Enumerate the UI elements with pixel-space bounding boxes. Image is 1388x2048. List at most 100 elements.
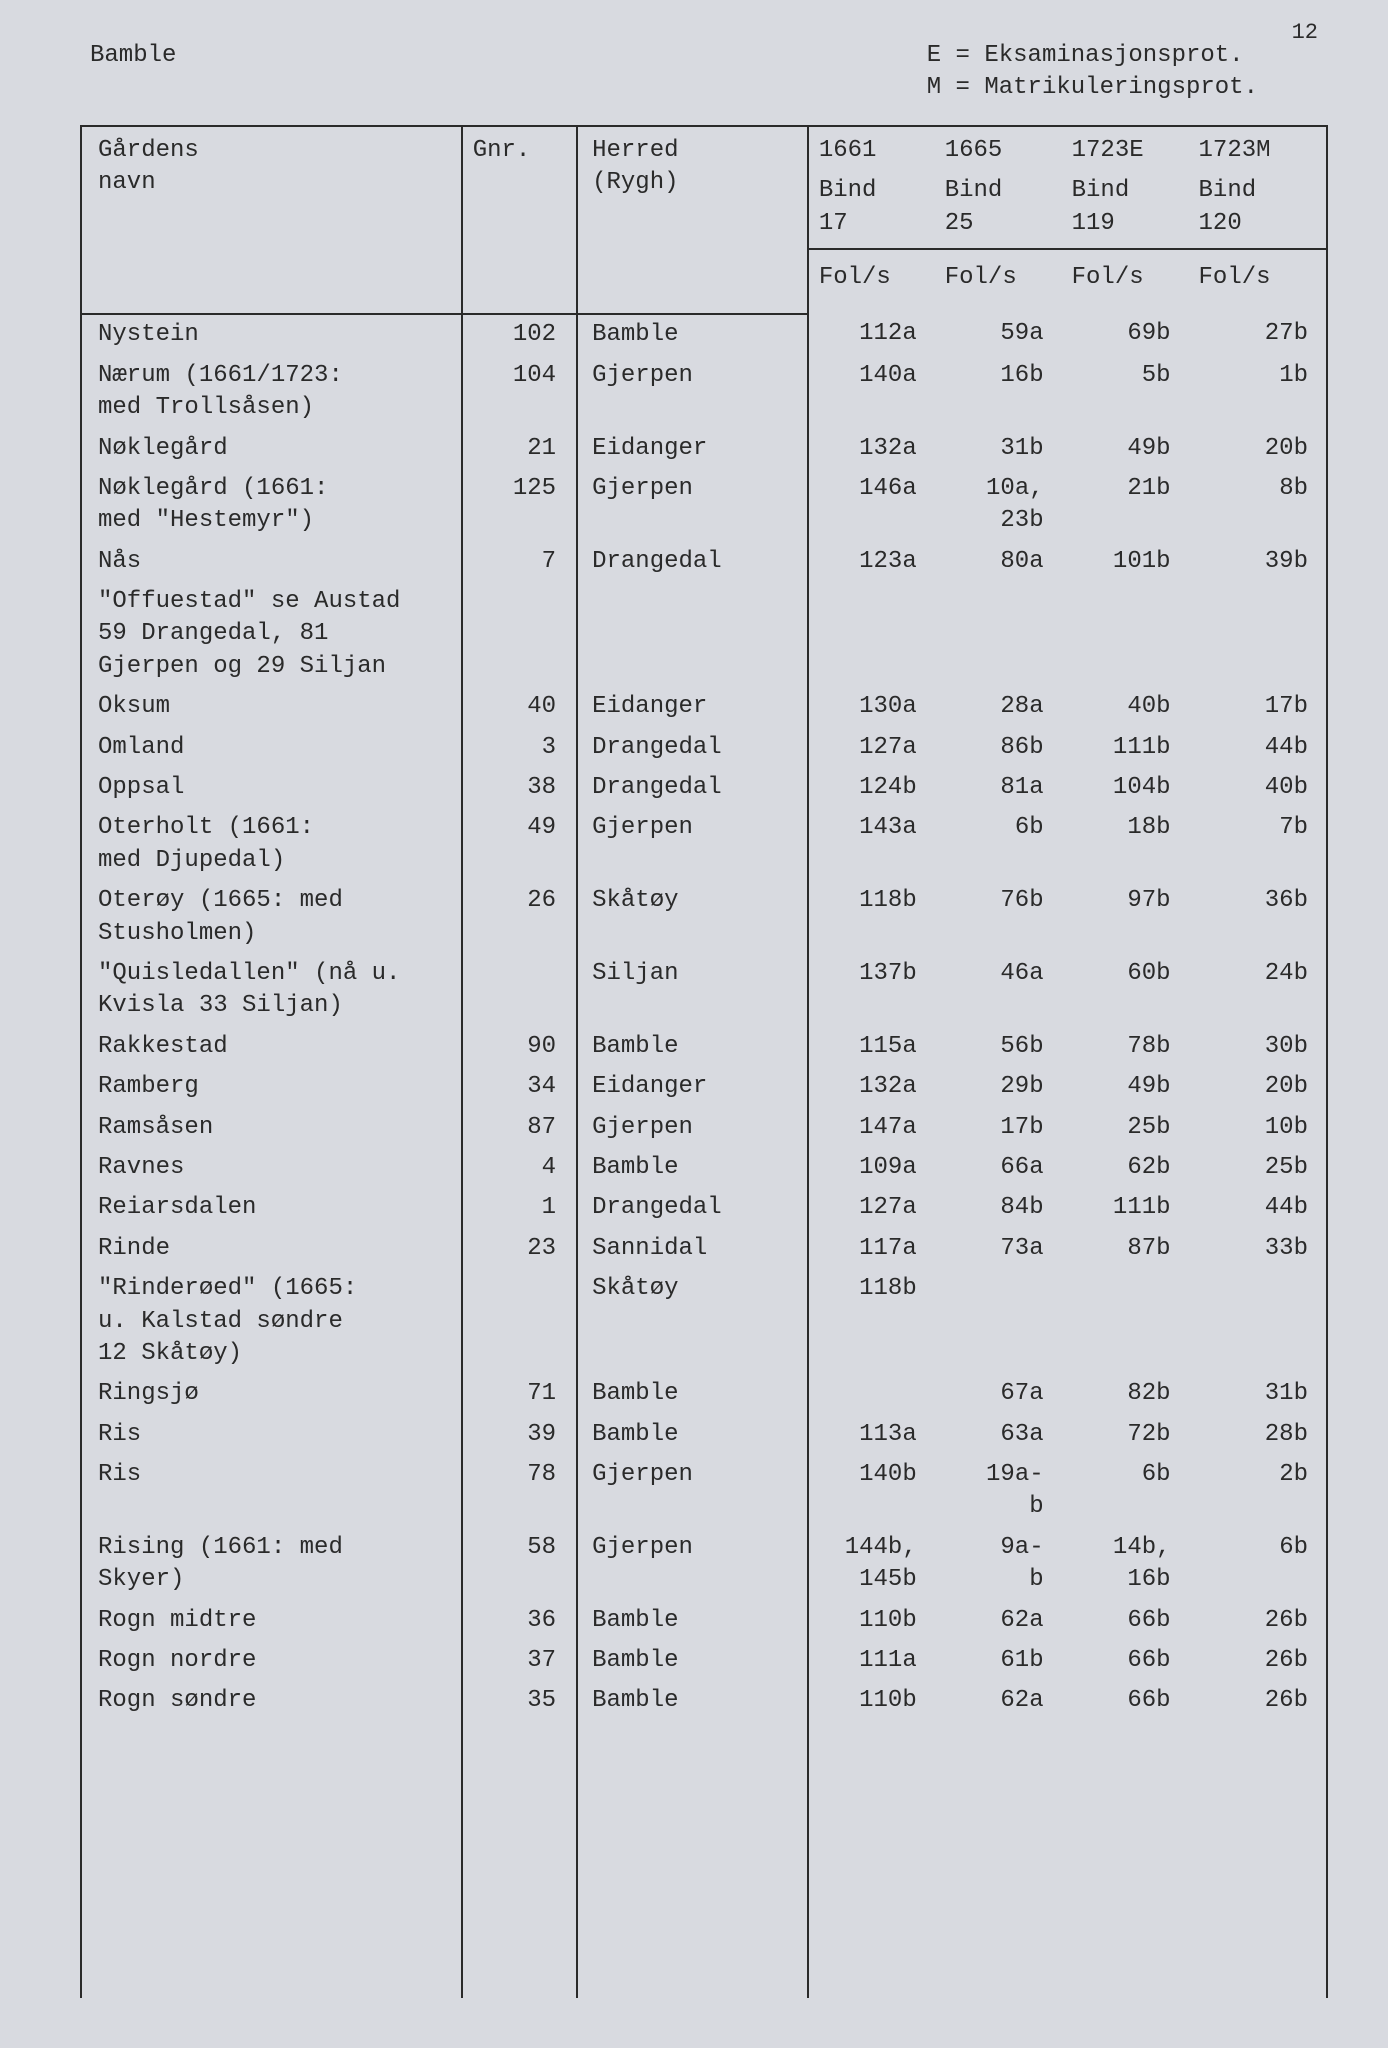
cell-herred: Bamble xyxy=(577,1641,808,1681)
cell-1723e: 49b xyxy=(1062,429,1189,469)
cell-1665: 76b xyxy=(935,881,1062,954)
cell-1661: 109a xyxy=(808,1148,935,1188)
cell-1723m: 20b xyxy=(1189,1067,1327,1107)
cell-1723e: 60b xyxy=(1062,954,1189,1027)
table-row: Rogn søndre35Bamble110b62a66b26b xyxy=(81,1681,1327,1997)
table-row: Nystein102Bamble112a59a69b27b xyxy=(81,314,1327,355)
cell-1723m: 28b xyxy=(1189,1415,1327,1455)
cell-1661: 143a xyxy=(808,808,935,881)
cell-gnr: 36 xyxy=(462,1601,577,1641)
cell-1661 xyxy=(808,1374,935,1414)
cell-1723m: 24b xyxy=(1189,954,1327,1027)
cell-herred: Gjerpen xyxy=(577,1108,808,1148)
cell-herred: Gjerpen xyxy=(577,1528,808,1601)
cell-name: Nøklegård (1661: med "Hestemyr") xyxy=(81,469,462,542)
cell-name: Nås xyxy=(81,542,462,582)
cell-gnr: 37 xyxy=(462,1641,577,1681)
cell-1661: 137b xyxy=(808,954,935,1027)
bind-num-25: 25 xyxy=(935,208,1062,249)
table-row: Rogn nordre37Bamble111a61b66b26b xyxy=(81,1641,1327,1681)
cell-herred: Bamble xyxy=(577,1415,808,1455)
fols-1: Fol/s xyxy=(808,249,935,314)
cell-herred: Drangedal xyxy=(577,728,808,768)
cell-1723e: 97b xyxy=(1062,881,1189,954)
cell-herred: Drangedal xyxy=(577,1188,808,1228)
cell-gnr: 40 xyxy=(462,687,577,727)
cell-1661: 115a xyxy=(808,1027,935,1067)
cell-gnr: 104 xyxy=(462,356,577,429)
cell-name: Rinde xyxy=(81,1229,462,1269)
cell-gnr: 7 xyxy=(462,542,577,582)
cell-1723m: 44b xyxy=(1189,1188,1327,1228)
cell-1665: 62a xyxy=(935,1601,1062,1641)
cell-gnr: 71 xyxy=(462,1374,577,1414)
cell-1723m: 1b xyxy=(1189,356,1327,429)
cell-herred: Bamble xyxy=(577,1681,808,1997)
cell-herred: Gjerpen xyxy=(577,356,808,429)
cell-1723e: 5b xyxy=(1062,356,1189,429)
cell-name: "Quisledallen" (nå u. Kvisla 33 Siljan) xyxy=(81,954,462,1027)
cell-name: Ris xyxy=(81,1415,462,1455)
page-header: Bamble E = Eksaminasjonsprot. M = Matrik… xyxy=(80,40,1328,105)
cell-1661 xyxy=(808,582,935,687)
cell-1665: 62a xyxy=(935,1681,1062,1997)
cell-1723m: 27b xyxy=(1189,314,1327,355)
cell-gnr: 1 xyxy=(462,1188,577,1228)
cell-gnr: 23 xyxy=(462,1229,577,1269)
cell-1665: 67a xyxy=(935,1374,1062,1414)
table-row: Ravnes4Bamble109a66a62b25b xyxy=(81,1148,1327,1188)
cell-1665: 9a- b xyxy=(935,1528,1062,1601)
cell-1723e: 104b xyxy=(1062,768,1189,808)
cell-gnr: 3 xyxy=(462,728,577,768)
col-header-1661: 1661 xyxy=(808,126,935,175)
cell-1723m: 17b xyxy=(1189,687,1327,727)
table-row: Nærum (1661/1723: med Trollsåsen)104Gjer… xyxy=(81,356,1327,429)
table-row: Ris78Gjerpen140b19a- b6b2b xyxy=(81,1455,1327,1528)
cell-1661: 132a xyxy=(808,429,935,469)
cell-1723e: 49b xyxy=(1062,1067,1189,1107)
cell-1661: 112a xyxy=(808,314,935,355)
table-row: Oppsal38Drangedal124b81a104b40b xyxy=(81,768,1327,808)
cell-1723m: 39b xyxy=(1189,542,1327,582)
cell-1723e: 82b xyxy=(1062,1374,1189,1414)
cell-herred xyxy=(577,582,808,687)
cell-gnr xyxy=(462,582,577,687)
cell-1723e xyxy=(1062,1269,1189,1374)
cell-1723e: 6b xyxy=(1062,1455,1189,1528)
cell-gnr: 58 xyxy=(462,1528,577,1601)
cell-1661: 124b xyxy=(808,768,935,808)
cell-name: "Rinderøed" (1665: u. Kalstad søndre 12 … xyxy=(81,1269,462,1374)
cell-herred: Eidanger xyxy=(577,1067,808,1107)
cell-1723m: 26b xyxy=(1189,1601,1327,1641)
cell-1723e: 62b xyxy=(1062,1148,1189,1188)
col-header-1665: 1665 xyxy=(935,126,1062,175)
cell-gnr: 125 xyxy=(462,469,577,542)
cell-1661: 144b, 145b xyxy=(808,1528,935,1601)
cell-herred: Eidanger xyxy=(577,429,808,469)
cell-1723m: 30b xyxy=(1189,1027,1327,1067)
cell-1723e: 72b xyxy=(1062,1415,1189,1455)
cell-1723e xyxy=(1062,582,1189,687)
table-row: Reiarsdalen1Drangedal127a84b111b44b xyxy=(81,1188,1327,1228)
cell-1723m: 6b xyxy=(1189,1528,1327,1601)
cell-herred: Drangedal xyxy=(577,768,808,808)
col-header-name: Gårdens navn xyxy=(81,126,462,249)
table-row: Oterholt (1661: med Djupedal)49Gjerpen14… xyxy=(81,808,1327,881)
cell-name: Rogn nordre xyxy=(81,1641,462,1681)
cell-herred: Gjerpen xyxy=(577,469,808,542)
cell-gnr: 34 xyxy=(462,1067,577,1107)
cell-1723m: 10b xyxy=(1189,1108,1327,1148)
fols-2: Fol/s xyxy=(935,249,1062,314)
cell-1665: 63a xyxy=(935,1415,1062,1455)
cell-name: Rogn midtre xyxy=(81,1601,462,1641)
cell-1665: 73a xyxy=(935,1229,1062,1269)
table-row: Rising (1661: med Skyer)58Gjerpen144b, 1… xyxy=(81,1528,1327,1601)
cell-herred: Gjerpen xyxy=(577,808,808,881)
cell-herred: Bamble xyxy=(577,1027,808,1067)
cell-1665: 6b xyxy=(935,808,1062,881)
region-title: Bamble xyxy=(90,40,176,72)
cell-herred: Sannidal xyxy=(577,1229,808,1269)
cell-1665: 81a xyxy=(935,768,1062,808)
cell-1661: 127a xyxy=(808,1188,935,1228)
fols-3: Fol/s xyxy=(1062,249,1189,314)
